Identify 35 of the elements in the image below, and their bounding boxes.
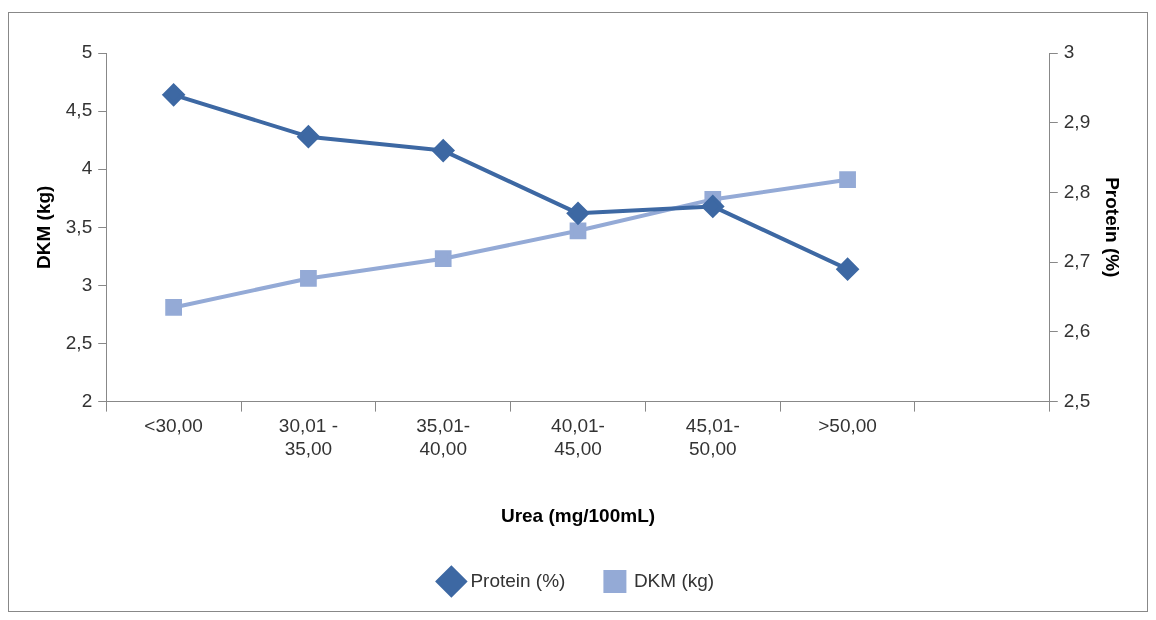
x-tick-label: 35,01-40,00 bbox=[416, 415, 471, 460]
x-tick-label: >50,00 bbox=[818, 415, 877, 437]
x-axis-title: Urea (mg/100mL) bbox=[500, 504, 656, 526]
x-tick-label: 40,01-45,00 bbox=[551, 415, 605, 460]
y-tick-label: 4 bbox=[81, 157, 93, 179]
y2-tick-label: 2,7 bbox=[1063, 250, 1091, 272]
point bbox=[434, 250, 452, 268]
y2-tick-label: 2,8 bbox=[1063, 180, 1091, 202]
point bbox=[836, 258, 859, 281]
point bbox=[165, 299, 182, 316]
y-tick-label: 3,5 bbox=[65, 215, 93, 237]
point bbox=[300, 270, 317, 287]
y-tick-label: 4,5 bbox=[65, 99, 93, 121]
x-tick-label: 30,01 - 35,00 bbox=[278, 415, 338, 460]
y-axis-title: DKM (kg) bbox=[32, 185, 54, 269]
point bbox=[297, 125, 320, 148]
point bbox=[839, 171, 856, 189]
legend-label: DKM (kg) bbox=[633, 569, 715, 591]
point bbox=[432, 139, 455, 162]
point bbox=[567, 202, 589, 225]
legend-label: Protein (%) bbox=[470, 569, 566, 591]
y-tick-label: 3 bbox=[81, 273, 93, 295]
point bbox=[162, 83, 185, 106]
y2-tick-label: 3 bbox=[1063, 41, 1075, 63]
y2-tick-label: 2,9 bbox=[1063, 110, 1091, 132]
y2-axis-title: Protein (%) bbox=[1102, 177, 1124, 278]
x-tick-label: <30,00 bbox=[144, 415, 203, 437]
y-tick-label: 2,5 bbox=[65, 331, 93, 353]
y-tick-label: 5 bbox=[81, 41, 93, 63]
y-tick-label: 2 bbox=[81, 389, 93, 411]
point bbox=[569, 222, 587, 240]
y2-tick-label: 2,5 bbox=[1063, 389, 1091, 411]
x-tick-label: 45,01-50,00 bbox=[685, 415, 740, 460]
y2-tick-label: 2,6 bbox=[1063, 320, 1091, 342]
point bbox=[701, 195, 724, 218]
